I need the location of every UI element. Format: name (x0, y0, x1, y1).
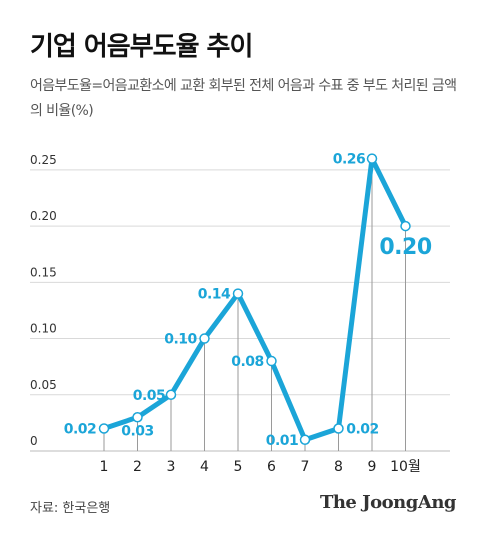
x-tick-label: 6 (267, 459, 276, 475)
data-point (98, 423, 110, 434)
y-tick-label: 0.20 (30, 209, 57, 223)
x-tick-label: 3 (167, 459, 176, 475)
data-point (232, 288, 244, 299)
x-tick-label: 1 (100, 459, 109, 475)
x-tick-label: 5 (234, 459, 243, 475)
y-tick-label: 0.10 (30, 322, 57, 336)
data-label: 0.03 (121, 423, 154, 439)
data-point (366, 153, 378, 164)
data-point (400, 220, 411, 232)
chart-title: 기업 어음부도율 추이 (30, 32, 253, 62)
data-point (299, 434, 311, 446)
publisher-logo: The JoongAng (319, 492, 457, 513)
y-tick-label: 0.25 (30, 153, 57, 167)
y-tick-label: 0.05 (30, 378, 57, 392)
y-tick-label: 0.15 (30, 265, 57, 279)
x-tick-label: 4 (200, 459, 209, 475)
data-label: 0.20 (379, 235, 431, 260)
y-tick-label: 0 (30, 434, 38, 448)
x-tick-label: 2 (133, 459, 142, 475)
data-label: 0.08 (231, 354, 264, 370)
data-label: 0.02 (64, 422, 97, 438)
data-point (199, 333, 210, 344)
x-tick-label: 7 (301, 459, 310, 475)
data-point (333, 423, 344, 434)
data-label: 0.05 (133, 388, 166, 404)
data-point (132, 412, 143, 423)
data-point (165, 389, 177, 401)
data-label: 0.14 (198, 287, 231, 303)
source-note: 자료: 한국은행 (30, 501, 111, 516)
data-label: 0.26 (333, 152, 366, 168)
series-line (101, 156, 408, 443)
data-label: 0.02 (346, 422, 379, 438)
x-tick-label: 8 (334, 459, 343, 475)
data-label: 0.01 (266, 433, 299, 449)
x-tick-label: 9 (368, 459, 377, 475)
x-tick-label: 10월 (390, 459, 421, 475)
data-label: 0.10 (164, 332, 197, 348)
data-point (266, 355, 277, 367)
chart-subtitle: 어음부도율=어음교환소에 교환 회부된 전체 어음과 수표 중 부도 처리된 금… (30, 78, 457, 119)
